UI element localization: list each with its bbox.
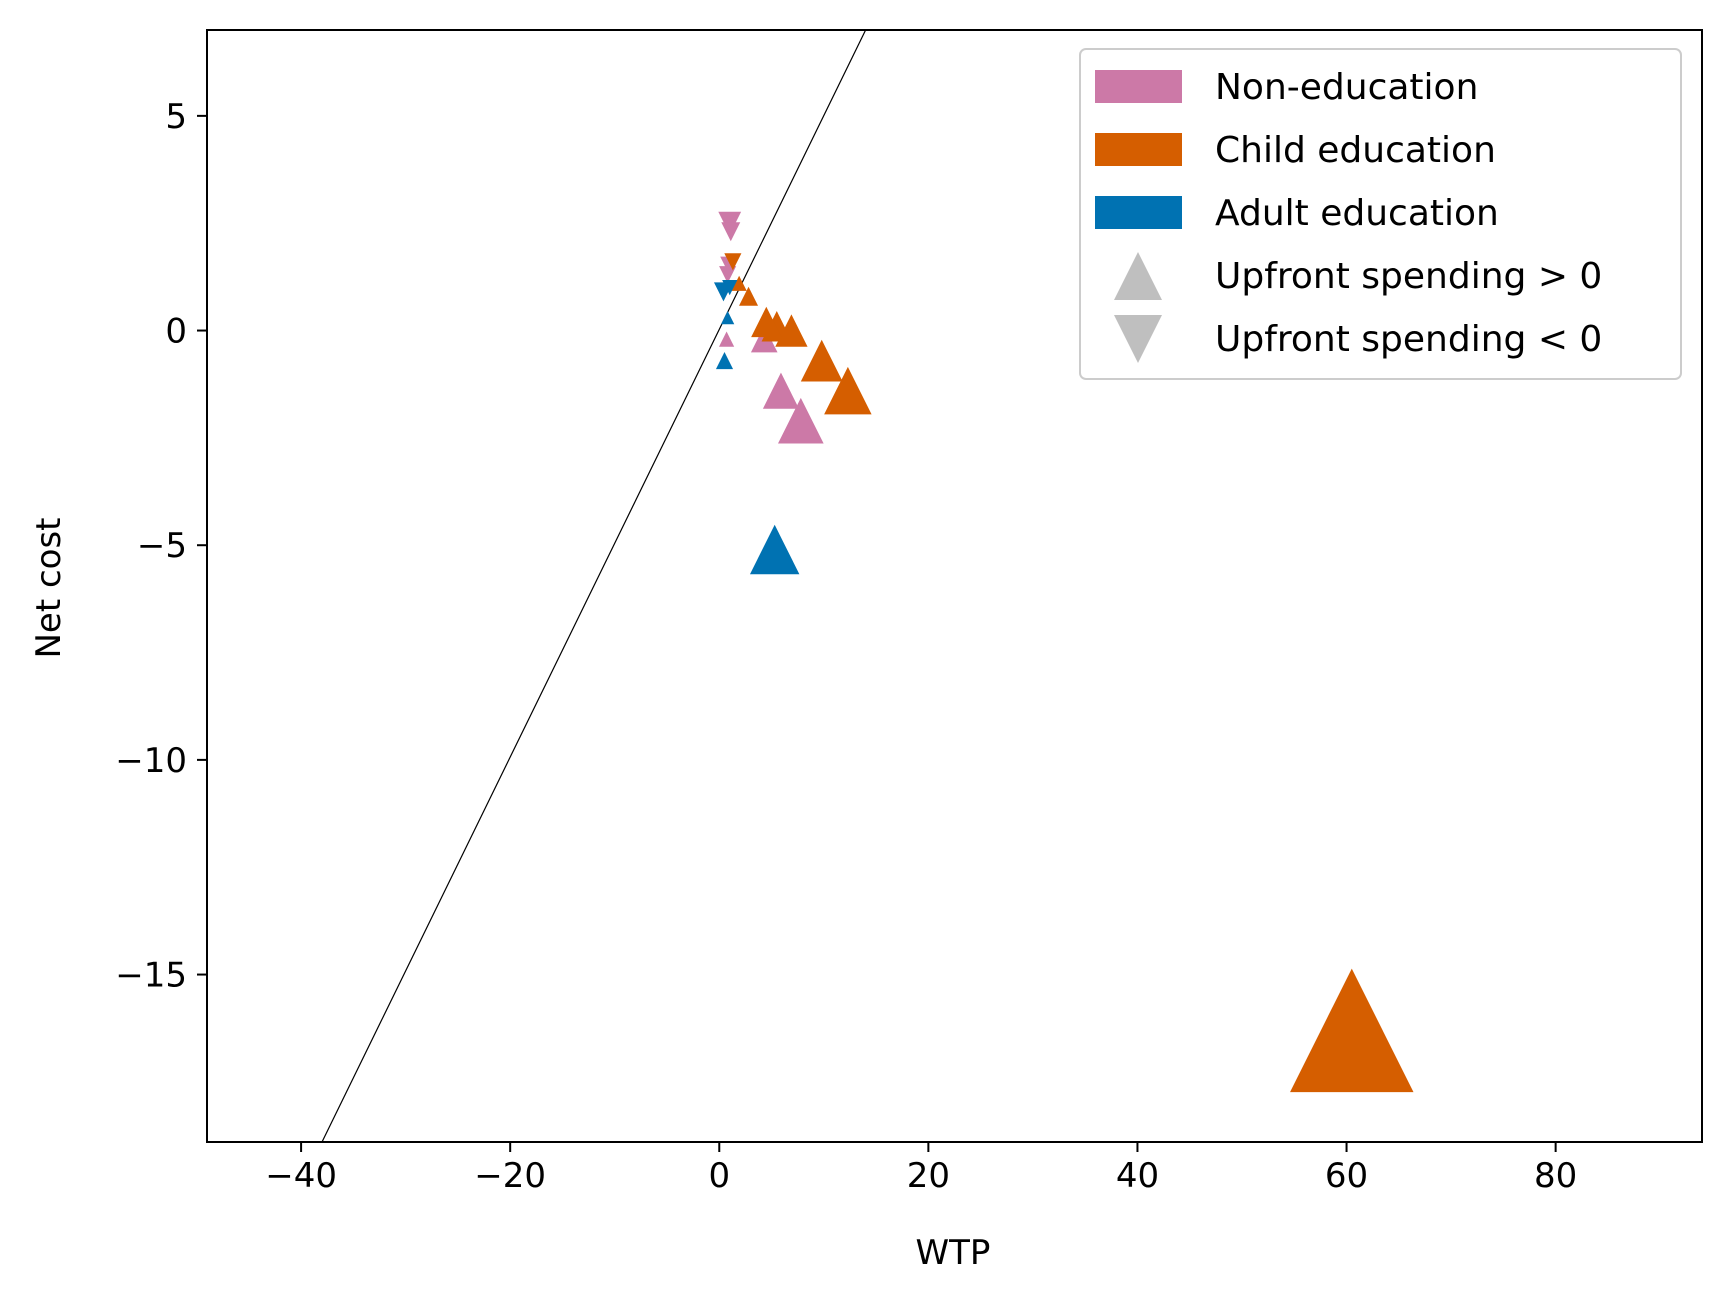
reference-line [321,30,867,1142]
y-tick-label: −5 [137,526,187,566]
child-education-point [739,286,759,306]
legend-swatch-adult-education [1095,196,1182,229]
y-tick-label: −10 [115,741,187,781]
y-tick-label: −15 [115,956,187,996]
x-tick-label: 0 [708,1156,730,1196]
adult-education-point [715,352,734,370]
reference-line-layer [321,30,867,1142]
y-axis-label: Net cost [29,517,69,658]
x-tick-label: 80 [1534,1156,1577,1196]
y-tick-label: 0 [165,312,187,352]
legend: Non-education Child education Adult educat… [1079,48,1682,380]
non-education-point [778,397,824,444]
legend-label-adult-education: Adult education [1215,193,1499,234]
legend-label-triangle-up: Upfront spending > 0 [1215,256,1602,297]
adult-education-point [720,311,735,325]
non-education-point [721,222,741,242]
legend-label-child-education: Child education [1215,130,1496,171]
child-education-point [824,366,872,415]
child-education-point [731,275,747,291]
child-education-point [800,339,843,382]
legend-box [1079,48,1682,380]
x-tick-label: 40 [1116,1156,1159,1196]
legend-swatch-non-education [1095,70,1182,103]
legend-label-triangle-down: Upfront spending < 0 [1215,319,1602,360]
child-education-point [1290,968,1414,1093]
y-tick-label: 5 [165,97,187,137]
legend-marker-triangle-up-icon [1114,252,1162,300]
x-axis-ticks: −40 −20 0 20 40 60 80 [265,1142,1577,1196]
adult-education-point [722,280,738,296]
x-tick-label: −40 [265,1156,337,1196]
non-education-point [718,331,735,347]
x-axis-label: WTP [916,1233,991,1273]
child-education-point [724,253,742,271]
adult-education-point [749,524,800,575]
y-axis-ticks: 5 0 −5 −10 −15 [115,97,207,996]
x-tick-label: 20 [907,1156,950,1196]
non-education-point [719,266,737,284]
x-tick-label: −20 [474,1156,546,1196]
legend-label-non-education: Non-education [1215,67,1478,108]
x-tick-label: 60 [1325,1156,1368,1196]
plot-frame [206,29,1703,1143]
legend-marker-triangle-down-icon [1114,315,1162,363]
child-education-point [751,306,782,338]
non-education-point [762,372,800,409]
data-markers [713,211,1414,1093]
legend-swatch-child-education [1095,133,1182,166]
